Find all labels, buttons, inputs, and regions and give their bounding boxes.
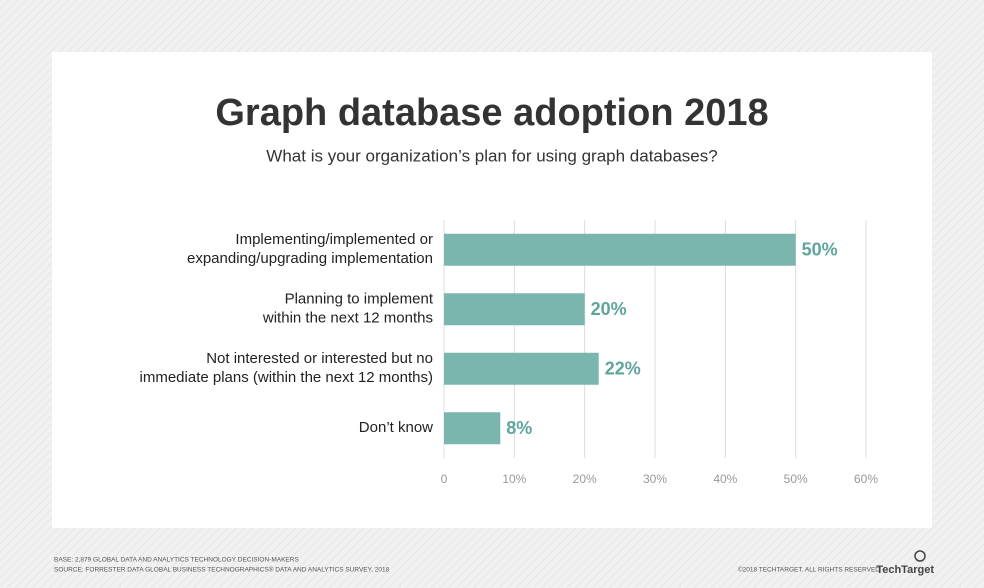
value-label: 50% xyxy=(802,240,838,260)
value-label: 20% xyxy=(591,299,627,319)
brand: TechTarget xyxy=(876,564,934,576)
category-label: Don’t know xyxy=(359,419,433,436)
footer-base: BASE: 2,879 GLOBAL DATA AND ANALYTICS TE… xyxy=(54,557,299,564)
x-tick-label: 40% xyxy=(713,472,737,486)
footer-copyright: ©2018 TECHTARGET. ALL RIGHTS RESERVED xyxy=(738,566,880,574)
chart-title: Graph database adoption 2018 xyxy=(215,92,768,134)
category-label: expanding/upgrading implementation xyxy=(187,250,433,267)
value-label: 8% xyxy=(506,418,532,438)
category-label: Planning to implement xyxy=(285,291,434,308)
category-label: Implementing/implemented or xyxy=(235,231,433,248)
card xyxy=(52,52,932,528)
x-tick-label: 0 xyxy=(441,472,448,486)
brand-icon xyxy=(914,550,926,562)
category-label: Not interested or interested but no xyxy=(206,350,433,367)
value-label: 22% xyxy=(605,359,641,379)
category-label: immediate plans (within the next 12 mont… xyxy=(140,369,433,386)
x-tick-label: 50% xyxy=(784,472,808,486)
bar xyxy=(444,233,796,266)
bar xyxy=(444,352,599,385)
x-tick-label: 10% xyxy=(502,472,526,486)
bar xyxy=(444,293,585,326)
category-label: within the next 12 months xyxy=(262,310,433,327)
x-tick-label: 20% xyxy=(573,472,597,486)
x-tick-label: 30% xyxy=(643,472,667,486)
x-tick-label: 60% xyxy=(854,472,878,486)
chart-subtitle: What is your organization’s plan for usi… xyxy=(266,146,717,165)
bar xyxy=(444,412,501,445)
footer-source: SOURCE: FORRESTER DATA GLOBAL BUSINESS T… xyxy=(54,566,390,574)
